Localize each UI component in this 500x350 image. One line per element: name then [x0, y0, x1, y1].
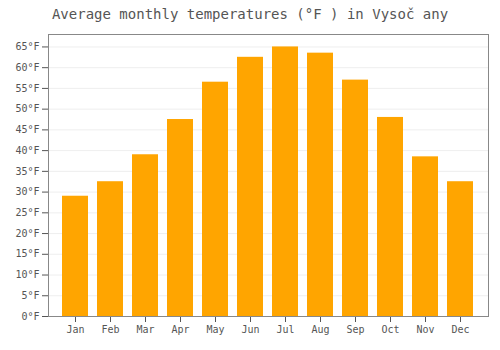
svg-text:Jul: Jul: [276, 324, 294, 335]
svg-text:Jun: Jun: [241, 324, 259, 335]
svg-text:55°F: 55°F: [15, 83, 39, 94]
svg-text:Aug: Aug: [311, 324, 329, 335]
svg-text:Oct: Oct: [381, 324, 399, 335]
svg-text:Mar: Mar: [136, 324, 154, 335]
svg-text:5°F: 5°F: [21, 290, 39, 301]
svg-text:Feb: Feb: [101, 324, 119, 335]
svg-text:Jan: Jan: [66, 324, 84, 335]
svg-text:15°F: 15°F: [15, 248, 39, 259]
svg-text:Apr: Apr: [171, 324, 189, 335]
svg-text:65°F: 65°F: [15, 41, 39, 52]
svg-text:25°F: 25°F: [15, 207, 39, 218]
svg-text:40°F: 40°F: [15, 145, 39, 156]
svg-text:Nov: Nov: [416, 324, 434, 335]
svg-text:45°F: 45°F: [15, 124, 39, 135]
svg-text:50°F: 50°F: [15, 103, 39, 114]
svg-text:0°F: 0°F: [21, 311, 39, 322]
html-text:Average monthly temperatures (: Average monthly temperatures (°F ) in Vy…: [51, 6, 449, 22]
svg-text:10°F: 10°F: [15, 269, 39, 280]
svg-text:60°F: 60°F: [15, 62, 39, 73]
svg-text:Dec: Dec: [451, 324, 469, 335]
svg-text:May: May: [206, 324, 224, 335]
svg-text:30°F: 30°F: [15, 186, 39, 197]
svg-text:20°F: 20°F: [15, 228, 39, 239]
svg-text:35°F: 35°F: [15, 166, 39, 177]
svg-text:Sep: Sep: [346, 324, 364, 335]
